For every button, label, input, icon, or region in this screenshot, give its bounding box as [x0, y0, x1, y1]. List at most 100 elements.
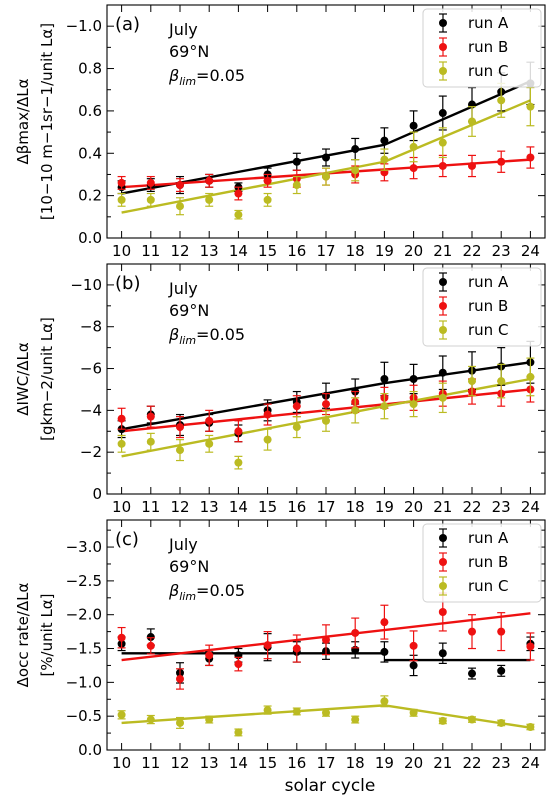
y-axis-label: [gkm−2/unit Lα]: [38, 317, 56, 441]
data-point-run-c: [380, 148, 389, 171]
marker: [292, 644, 301, 653]
x-tick-label: 21: [433, 242, 452, 260]
marker: [351, 715, 360, 724]
x-tick-label: 14: [229, 498, 248, 516]
legend-marker-run-a: [439, 278, 447, 286]
marker: [380, 402, 389, 411]
y-axis-label: Δocc rate/ΔLα: [14, 583, 32, 688]
panel-label: (b): [115, 273, 140, 294]
data-point-run-c: [292, 175, 301, 195]
marker: [351, 406, 360, 415]
panel-b: 10 11 12 13 14 15 16 17 18 19 20 21 22 23 24 0 −2 −4 −6 −8 −…: [14, 263, 546, 516]
data-point-run-b: [234, 420, 243, 443]
fit-line-run-a: [383, 80, 531, 146]
data-point-run-c: [351, 159, 360, 182]
panel-a: 10 11 12 13 14 15 16 17 18 19 20 21 22 23 24 0.0 0.2 0.4 0…: [14, 4, 546, 260]
marker: [205, 439, 214, 448]
data-point-run-c: [234, 209, 243, 220]
data-point-run-b: [351, 617, 360, 649]
x-tick-label: 20: [404, 754, 423, 772]
marker: [117, 195, 126, 204]
x-tick-label: 10: [112, 498, 131, 516]
x-tick-label: 24: [521, 498, 540, 516]
marker: [380, 375, 389, 383]
y-tick-label: 0.0: [78, 741, 102, 759]
marker: [146, 641, 155, 650]
marker: [234, 458, 243, 467]
legend-marker-run-b: [439, 558, 447, 566]
x-tick-label: 19: [375, 498, 394, 516]
marker: [263, 176, 272, 185]
legend-box: [422, 523, 542, 603]
data-point-run-c: [409, 708, 418, 717]
marker: [234, 189, 243, 198]
data-point-run-c: [292, 707, 301, 716]
x-tick-label: 22: [462, 242, 481, 260]
x-tick-label: 22: [462, 498, 481, 516]
legend-box: [422, 8, 542, 88]
data-point-run-c: [117, 710, 126, 720]
marker: [351, 166, 360, 175]
marker: [292, 707, 301, 716]
data-point-run-c: [117, 192, 126, 207]
fit-line-run-c: [383, 99, 531, 163]
legend-label-run-b: run B: [468, 38, 508, 56]
y-axis-label: [10−10 m−1sr−1/unit Lα]: [38, 23, 56, 220]
x-tick-label: 24: [521, 754, 540, 772]
marker: [380, 697, 389, 706]
data-point-run-b: [263, 631, 272, 660]
x-tick-label: 22: [462, 754, 481, 772]
data-point-run-a: [468, 667, 476, 680]
x-tick-label: 21: [433, 498, 452, 516]
marker: [351, 628, 360, 637]
data-point-run-c: [146, 714, 155, 725]
marker: [292, 402, 301, 411]
data-point-run-c: [146, 192, 155, 207]
marker: [234, 427, 243, 436]
panel-label: (c): [115, 529, 139, 550]
marker: [117, 178, 126, 187]
x-tick-label: 14: [229, 242, 248, 260]
data-point-run-c: [263, 428, 272, 451]
marker: [234, 728, 243, 737]
marker: [497, 96, 506, 105]
data-point-run-c: [497, 718, 506, 727]
fit-line-run-c: [384, 704, 531, 729]
data-point-run-c: [322, 708, 330, 717]
x-tick-label: 23: [492, 242, 511, 260]
marker: [205, 176, 214, 185]
marker: [438, 393, 447, 402]
panel-c: 10 11 12 13 14 15 16 17 18 19 20 21 22 23 24 0.0 −0.5 −1.…: [14, 519, 546, 772]
legend: run A run B run C: [422, 8, 542, 88]
y-tick-label: 0: [92, 485, 102, 503]
data-point-run-c: [205, 434, 214, 453]
data-point-run-b: [146, 637, 155, 655]
legend-label-run-b: run B: [468, 297, 508, 315]
data-point-run-c: [380, 695, 389, 708]
x-tick-label: 24: [521, 242, 540, 260]
y-tick-label: −6: [80, 360, 102, 378]
x-tick-label: 19: [375, 242, 394, 260]
data-point-run-c: [322, 409, 330, 432]
y-tick-label: 0.6: [78, 102, 102, 120]
marker: [117, 414, 126, 423]
data-point-run-c: [146, 432, 155, 451]
marker: [176, 674, 184, 683]
fit-line-run-c: [121, 160, 385, 214]
fit-line-run-a: [384, 361, 531, 385]
x-tick-label: 17: [316, 754, 335, 772]
marker: [438, 109, 447, 118]
marker: [205, 195, 214, 204]
data-point-run-b: [117, 175, 126, 190]
data-point-run-b: [322, 624, 330, 656]
y-tick-label: −1.5: [66, 640, 102, 658]
legend-label-run-b: run B: [468, 553, 508, 571]
marker: [146, 437, 155, 446]
annotation-beta-limit: βlim=0.05: [168, 325, 245, 347]
marker: [176, 181, 184, 190]
data-point-run-c: [205, 192, 214, 207]
x-tick-label: 17: [316, 242, 335, 260]
x-tick-label: 20: [404, 242, 423, 260]
x-tick-label: 15: [258, 754, 277, 772]
